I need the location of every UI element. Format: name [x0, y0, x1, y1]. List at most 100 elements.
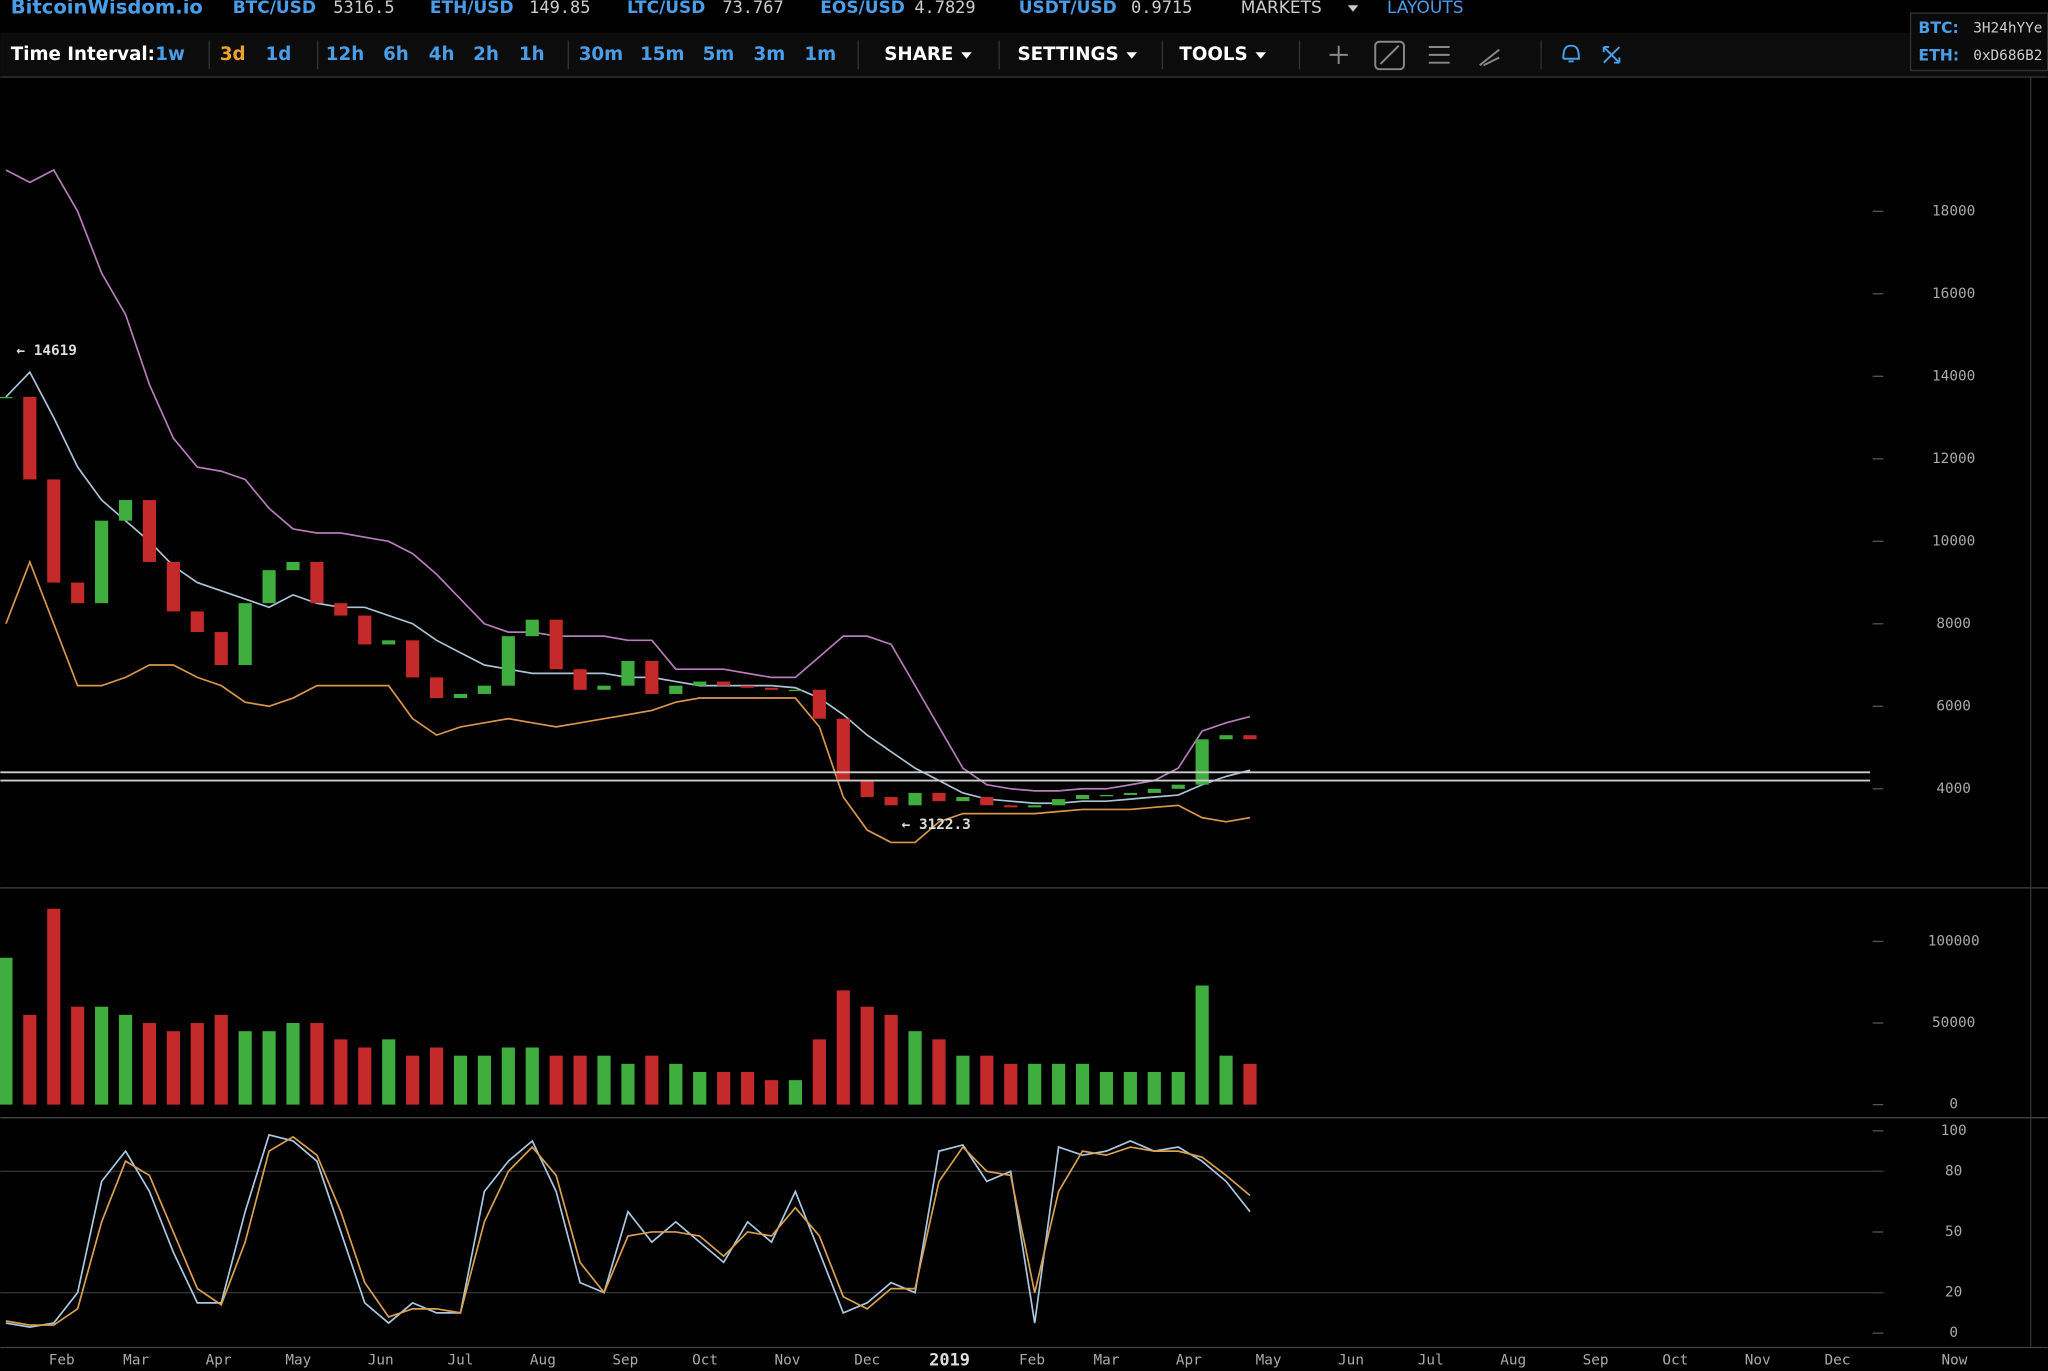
volume-bar	[0, 957, 13, 1105]
x-tick-label: Jun	[368, 1353, 394, 1369]
alert-icon[interactable]	[1562, 44, 1580, 63]
ticker-symbol[interactable]: ETH/USD	[430, 0, 514, 18]
candle	[501, 636, 515, 686]
draw-icon[interactable]	[1479, 48, 1500, 67]
candle	[310, 561, 324, 604]
candle	[836, 718, 850, 781]
x-tick-label: Mar	[1093, 1353, 1119, 1369]
volume-bar	[884, 1014, 898, 1105]
interval[interactable]: 2h	[473, 44, 499, 65]
candle	[860, 780, 874, 798]
candle	[740, 685, 755, 688]
toolbar-menu[interactable]: SETTINGS	[1017, 44, 1118, 65]
ticker-symbol[interactable]: LTC/USD	[627, 0, 705, 18]
dropdown-caret	[961, 52, 972, 59]
y-tick-label: 50	[1945, 1224, 1962, 1240]
menu[interactable]: LAYOUTS	[1387, 0, 1463, 18]
candle	[1243, 735, 1257, 740]
interval[interactable]: 4h	[429, 44, 455, 65]
interval[interactable]: 5m	[703, 44, 735, 65]
dropdown-caret	[1255, 52, 1266, 59]
y-tick-label: 6000	[1936, 698, 1971, 714]
volume-bar	[501, 1047, 515, 1105]
candle	[573, 669, 587, 690]
y-tick-label: 8000	[1936, 616, 1971, 632]
ticker-price: 149.85	[529, 0, 590, 18]
crosshair-icon[interactable]	[1329, 45, 1348, 64]
x-tick-label: Now	[1941, 1353, 1967, 1369]
x-tick-label: Apr	[1176, 1353, 1202, 1369]
interval[interactable]: 6h	[383, 44, 409, 65]
candle	[477, 685, 491, 694]
y-tick-label: 100000	[1928, 933, 1980, 949]
candle	[932, 792, 946, 802]
interval[interactable]: 3d	[220, 44, 246, 65]
x-tick-label: Jun	[1338, 1353, 1364, 1369]
tool-icons	[1329, 40, 1621, 71]
price-annotation: ← 3122.3	[902, 817, 971, 833]
volume-bar	[262, 1031, 276, 1105]
candle	[453, 693, 468, 699]
candle	[1147, 788, 1161, 793]
candle	[334, 603, 348, 616]
menu[interactable]: MARKETS	[1241, 0, 1322, 18]
fullscreen-icon[interactable]	[1602, 46, 1621, 64]
interval[interactable]: 3m	[754, 44, 786, 65]
ticker-price: 5316.5	[333, 0, 394, 18]
ticker-symbol[interactable]: BTC/USD	[233, 0, 316, 18]
x-tick-label: Mar	[123, 1353, 149, 1369]
interval[interactable]: 30m	[579, 44, 623, 65]
candle	[1075, 794, 1090, 800]
interval[interactable]: 1m	[804, 44, 836, 65]
toolbar-menu[interactable]: SHARE	[884, 44, 953, 65]
x-tick-label: Jul	[448, 1353, 474, 1369]
brand[interactable]: BitcoinWisdom.io	[11, 0, 203, 18]
ticker-symbol[interactable]: EOS/USD	[820, 0, 905, 18]
x-tick-label: Oct	[1662, 1353, 1688, 1369]
candle	[1004, 805, 1018, 808]
volume-bar	[932, 1039, 946, 1105]
candle	[262, 570, 276, 604]
candle	[238, 603, 252, 666]
volume-bar	[214, 1014, 228, 1105]
fib-icon[interactable]	[1428, 46, 1450, 64]
stochastic-line	[5, 1133, 1251, 1328]
candle	[956, 797, 970, 802]
line-tool-icon[interactable]	[1374, 40, 1405, 71]
candle	[764, 687, 779, 690]
volume-bar	[1195, 985, 1209, 1105]
volume-bar	[525, 1047, 539, 1105]
candle	[1219, 735, 1233, 740]
volume-bar	[1099, 1071, 1114, 1105]
volume-bar	[645, 1055, 659, 1105]
volume-bar	[95, 1006, 109, 1105]
volume-bar	[549, 1055, 563, 1105]
ticker-symbol[interactable]: USDT/USD	[1019, 0, 1117, 18]
candle	[788, 689, 803, 692]
candle	[47, 479, 61, 583]
bollinger-band	[5, 559, 1251, 844]
candle	[717, 681, 731, 686]
volume-bar	[812, 1039, 826, 1105]
y-tick-label: 14000	[1932, 368, 1975, 384]
candle	[1028, 805, 1042, 808]
dropdown-caret	[1126, 52, 1137, 59]
candle	[166, 561, 180, 612]
x-tick-label: Feb	[1019, 1353, 1045, 1369]
volume-bar	[1004, 1063, 1018, 1105]
interval[interactable]: 1h	[519, 44, 545, 65]
y-tick-label: 50000	[1932, 1015, 1975, 1031]
interval[interactable]: 12h	[326, 44, 364, 65]
volume-bar	[1075, 1063, 1090, 1105]
candle	[1099, 794, 1114, 797]
interval[interactable]: 1w	[155, 44, 185, 65]
interval[interactable]: 1d	[266, 44, 292, 65]
toolbar-bar	[0, 32, 2048, 78]
interval[interactable]: 15m	[640, 44, 684, 65]
x-tick-label: Apr	[206, 1353, 232, 1369]
volume-bar	[118, 1014, 133, 1105]
x-tick-label: Aug	[1500, 1353, 1526, 1369]
volume-bar	[71, 1006, 85, 1105]
toolbar-menu[interactable]: TOOLS	[1179, 44, 1247, 65]
